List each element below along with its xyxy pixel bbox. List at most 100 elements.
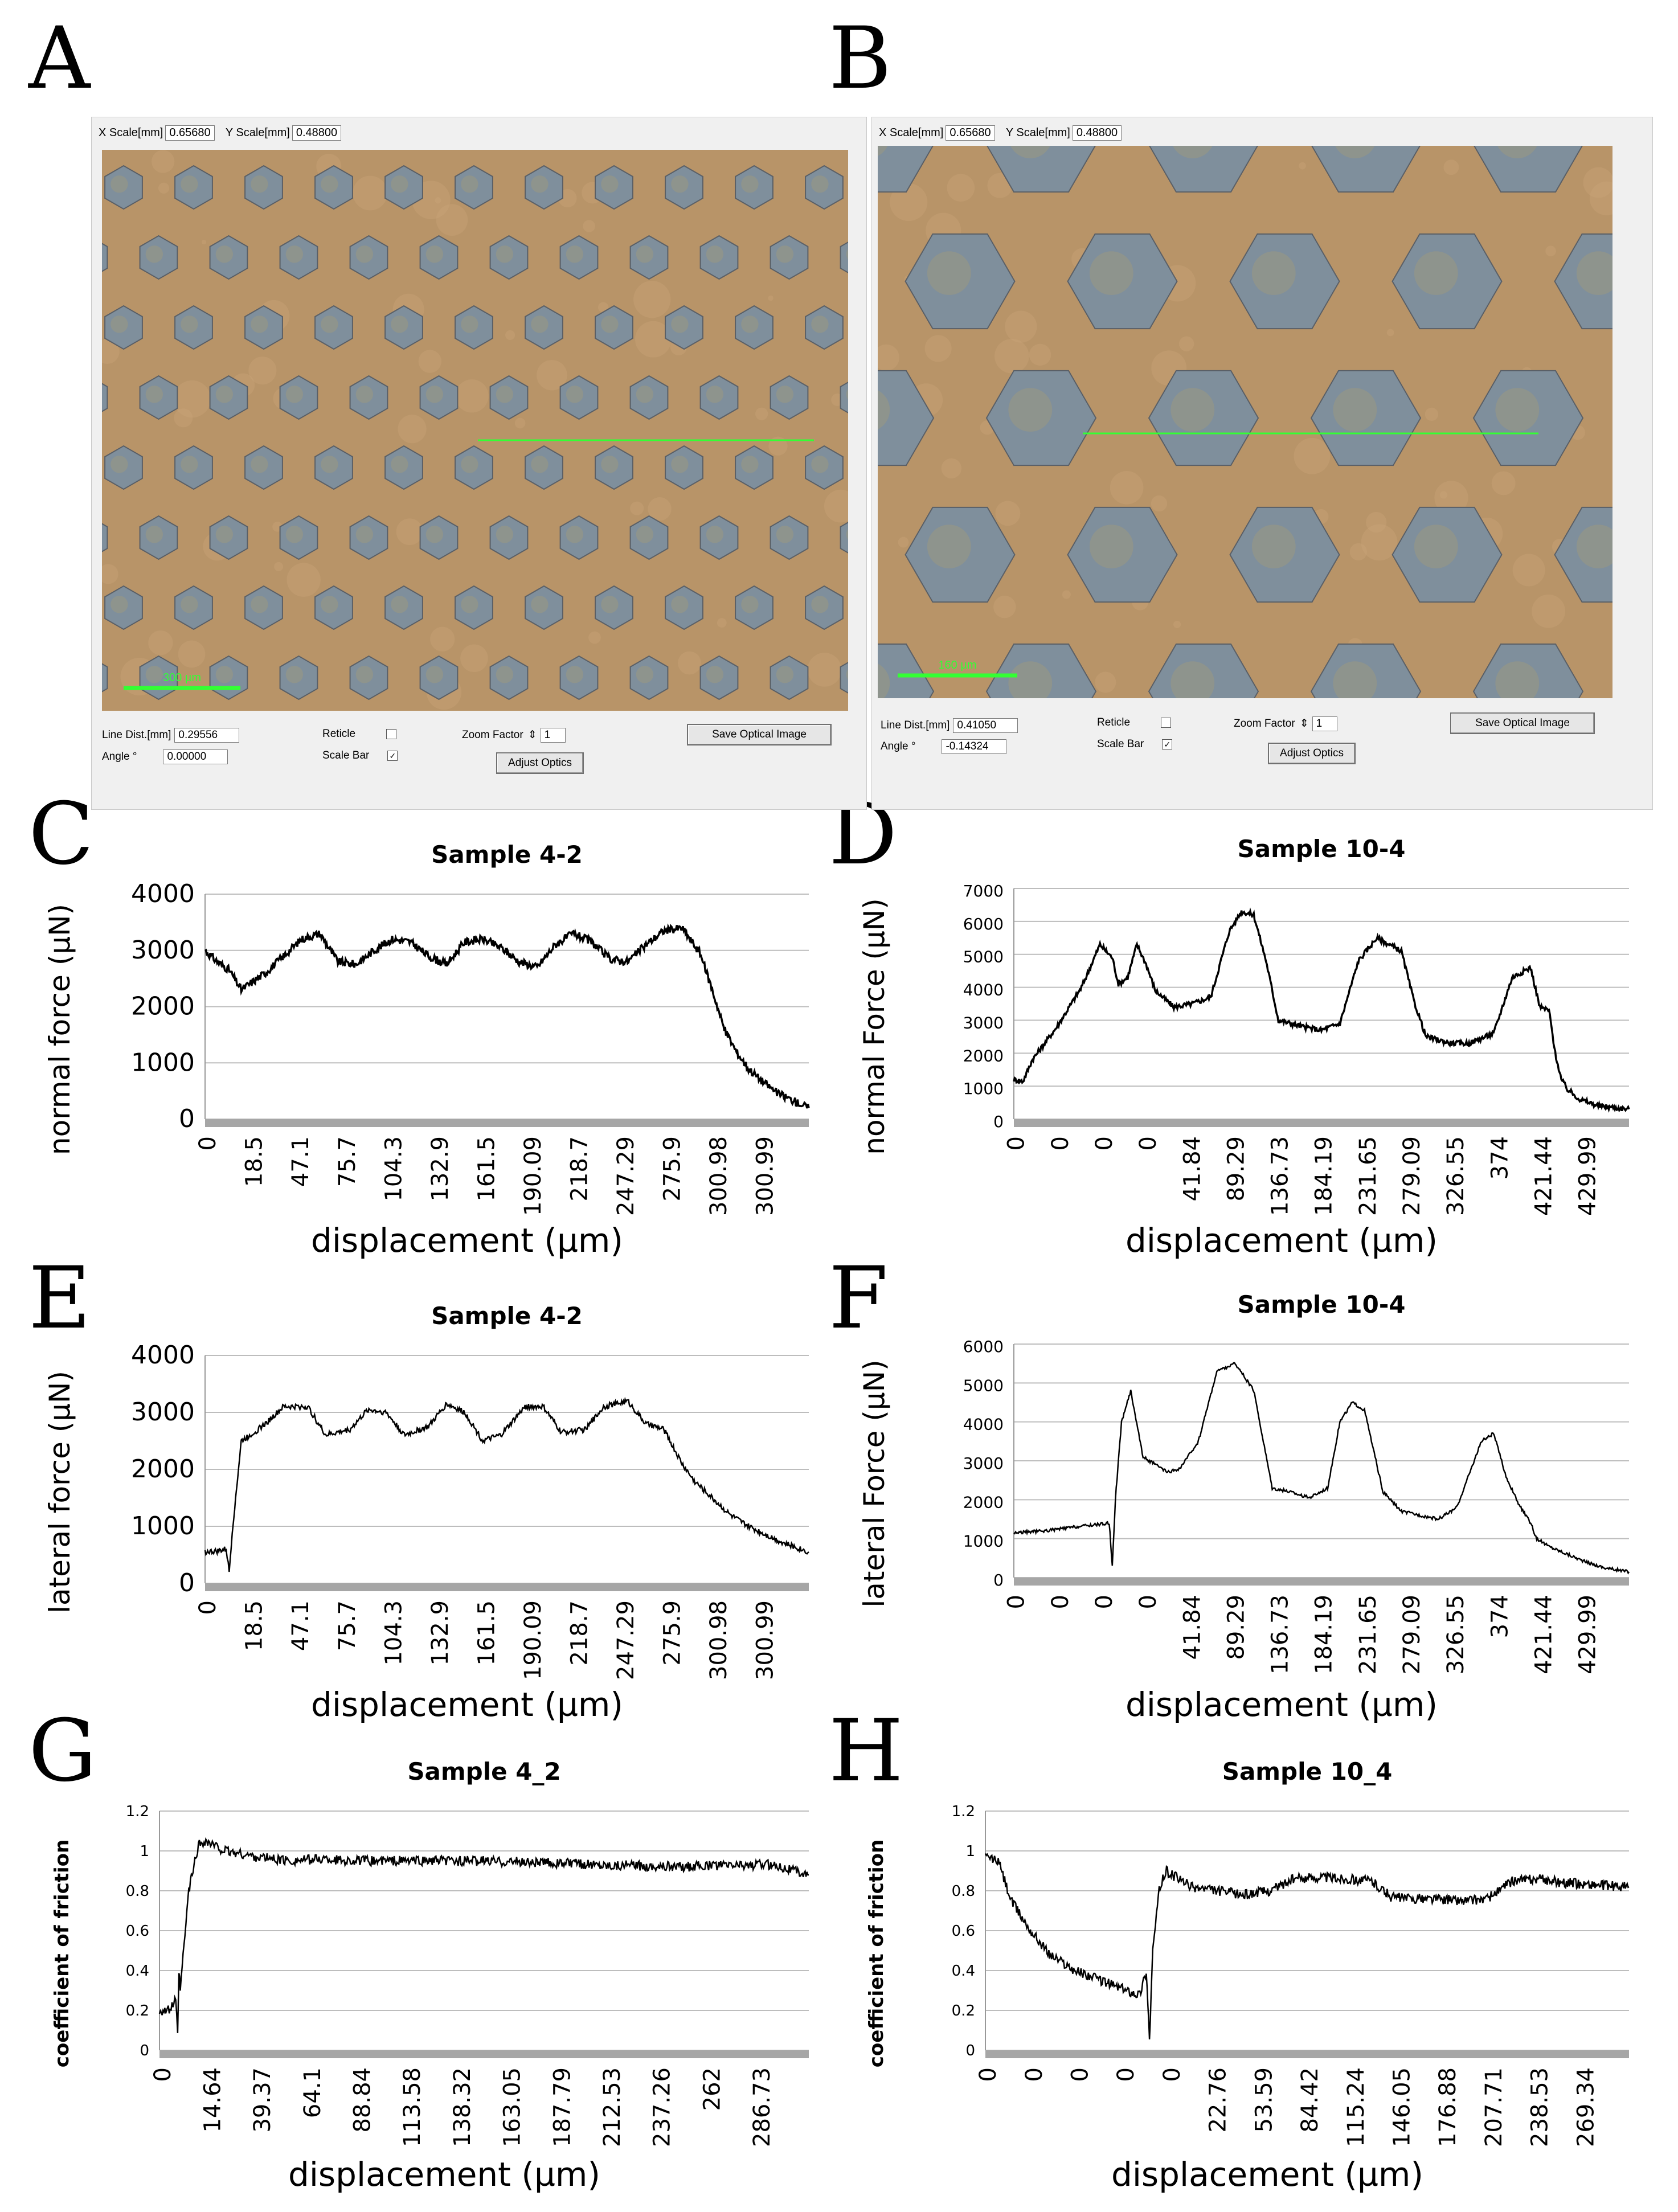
hexagon-pad <box>525 305 563 350</box>
texture-spot <box>1005 310 1037 343</box>
texture-spot <box>102 339 120 364</box>
pad-discoloration <box>461 175 478 193</box>
y-scale-field[interactable]: 0.48800 <box>292 125 342 141</box>
pad-discoloration <box>145 245 163 263</box>
y-tick-label: 4000 <box>131 879 195 908</box>
pad-discoloration <box>1170 661 1215 698</box>
texture-spot <box>1349 543 1368 561</box>
x-tick-label: 47.1 <box>288 1600 314 1651</box>
zoom-stepper-icon[interactable]: ⇕ <box>1299 718 1309 730</box>
y-scale-field[interactable]: 0.48800 <box>1072 125 1122 141</box>
panel-letter-c: C <box>28 785 94 884</box>
hexagon-pad <box>595 445 633 490</box>
chart-c-normal-force: Sample 4-2 0 1000 2000 3000 4000 0 18.5 47.1 75.7… <box>43 841 810 1260</box>
pad-discoloration <box>878 146 888 156</box>
hexagon-pad <box>279 515 318 560</box>
hexagon-pad <box>1391 506 1503 603</box>
pad-discoloration <box>1010 146 1050 158</box>
x-tick-label: 421.44 <box>1530 1595 1557 1674</box>
hexagon-pad <box>559 375 599 420</box>
hexagon-pad <box>419 655 459 701</box>
texture-spot <box>1299 162 1306 170</box>
hexagon-pad <box>102 663 108 693</box>
x-tick-label: 0 <box>1067 2067 1094 2082</box>
adjust-optics-button[interactable]: Adjust Optics <box>496 752 584 774</box>
panel-letter-g: G <box>28 1702 97 1801</box>
texture-spot <box>1425 407 1439 421</box>
save-optical-image-button[interactable]: Save Optical Image <box>1450 712 1595 734</box>
x-tick-label: 18.5 <box>242 1136 268 1187</box>
pad-discoloration <box>636 245 654 263</box>
save-optical-image-button[interactable]: Save Optical Image <box>687 724 832 745</box>
pad-discoloration <box>425 666 444 683</box>
line-dist-label: Line Dist.[mm] <box>102 729 171 741</box>
hexagon-pad <box>735 305 773 350</box>
hexagon-pad <box>174 585 213 630</box>
x-tick-label: 138.32 <box>449 2067 476 2147</box>
scale-bar-checkbox[interactable]: ✓ <box>1162 739 1173 749</box>
hexagon-pad <box>805 445 844 490</box>
texture-spot <box>173 380 211 418</box>
hexagon-pad <box>455 305 493 350</box>
y-tick-label: 7000 <box>963 882 1004 900</box>
pad-discoloration <box>215 526 234 543</box>
pad-discoloration <box>321 596 338 613</box>
zoom-stepper-icon[interactable]: ⇕ <box>527 729 537 741</box>
scale-bar-checkbox[interactable]: ✓ <box>387 750 398 761</box>
hexagon-pad <box>1391 233 1503 330</box>
hexagon-pad <box>384 165 423 210</box>
zoom-field[interactable]: 1 <box>540 728 566 743</box>
y-axis-title: lateral force (µN) <box>43 1371 76 1613</box>
pad-discoloration <box>846 529 848 540</box>
chart-title: Sample 10_4 <box>1222 1758 1393 1785</box>
reticle-checkbox[interactable] <box>1161 717 1172 728</box>
texture-spot <box>178 640 206 668</box>
line-dist-field[interactable]: 0.29556 <box>174 728 240 743</box>
hexagon-pad <box>985 370 1097 466</box>
adjust-optics-button[interactable]: Adjust Optics <box>1268 743 1356 764</box>
y-tick-label: 0.2 <box>126 2002 149 2020</box>
hexagon-pad <box>525 165 563 210</box>
hexagon-pad <box>770 655 809 701</box>
y-axis-title: coefficient of friction <box>51 1840 73 2067</box>
x-tick-label: 0 <box>1113 2067 1139 2082</box>
x-tick-label: 247.29 <box>613 1136 639 1216</box>
y-tick-label: 0 <box>140 2042 149 2059</box>
pad-discoloration <box>321 316 338 333</box>
line-dist-field[interactable]: 0.41050 <box>953 718 1018 733</box>
x-tick-label: 300.98 <box>706 1136 732 1216</box>
x-scale-field[interactable]: 0.65680 <box>946 125 995 141</box>
x-tick-label: 0 <box>1004 1136 1030 1150</box>
hexagon-pad <box>384 445 423 490</box>
scale-bar-label: Scale Bar <box>1097 738 1144 750</box>
hexagon-pad <box>209 235 248 280</box>
pad-discoloration <box>1414 251 1458 295</box>
hexagon-pad <box>1472 643 1584 698</box>
x-axis-bar <box>1014 1578 1629 1586</box>
x-scale-field[interactable]: 0.65680 <box>165 125 215 141</box>
x-tick-label: 39.37 <box>249 2067 276 2133</box>
pad-discoloration <box>566 245 584 263</box>
pad-discoloration <box>741 456 759 473</box>
x-tick-label: 300.99 <box>752 1600 779 1680</box>
y-tick-label: 6000 <box>963 1337 1004 1356</box>
hexagon-pad <box>419 515 459 560</box>
texture-spot <box>514 417 526 429</box>
hexagon-pad <box>629 235 669 280</box>
pad-discoloration <box>251 456 268 473</box>
x-axis-bar <box>205 1119 809 1127</box>
angle-field[interactable]: -0.14324 <box>942 739 1007 754</box>
reticle-checkbox[interactable] <box>386 728 397 739</box>
x-tick-label: 136.73 <box>1267 1595 1294 1674</box>
zoom-field[interactable]: 1 <box>1312 716 1337 731</box>
y-tick-label: 1.2 <box>126 1803 149 1820</box>
chart-title: Sample 10-4 <box>1237 1291 1405 1318</box>
texture-spot <box>924 335 952 362</box>
texture-spot <box>102 564 118 584</box>
x-tick-label: 0 <box>1091 1595 1118 1609</box>
angle-field[interactable]: 0.00000 <box>163 749 228 764</box>
angle-label: Angle ° <box>102 751 137 763</box>
texture-spot <box>995 501 1021 526</box>
pad-discoloration <box>776 386 794 403</box>
reticle-label: Reticle <box>1097 716 1131 728</box>
